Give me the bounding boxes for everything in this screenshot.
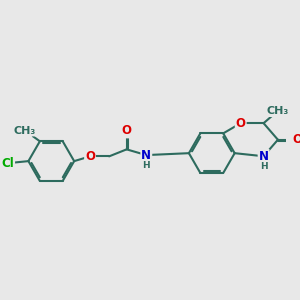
Text: O: O <box>292 133 300 146</box>
Text: O: O <box>85 150 95 163</box>
Text: CH₃: CH₃ <box>14 125 36 136</box>
Text: N: N <box>141 148 151 162</box>
Text: N: N <box>259 150 269 163</box>
Text: O: O <box>236 117 246 130</box>
Text: CH₃: CH₃ <box>267 106 289 116</box>
Text: H: H <box>260 162 267 171</box>
Text: O: O <box>122 124 132 137</box>
Text: Cl: Cl <box>2 157 14 170</box>
Text: H: H <box>142 161 150 170</box>
